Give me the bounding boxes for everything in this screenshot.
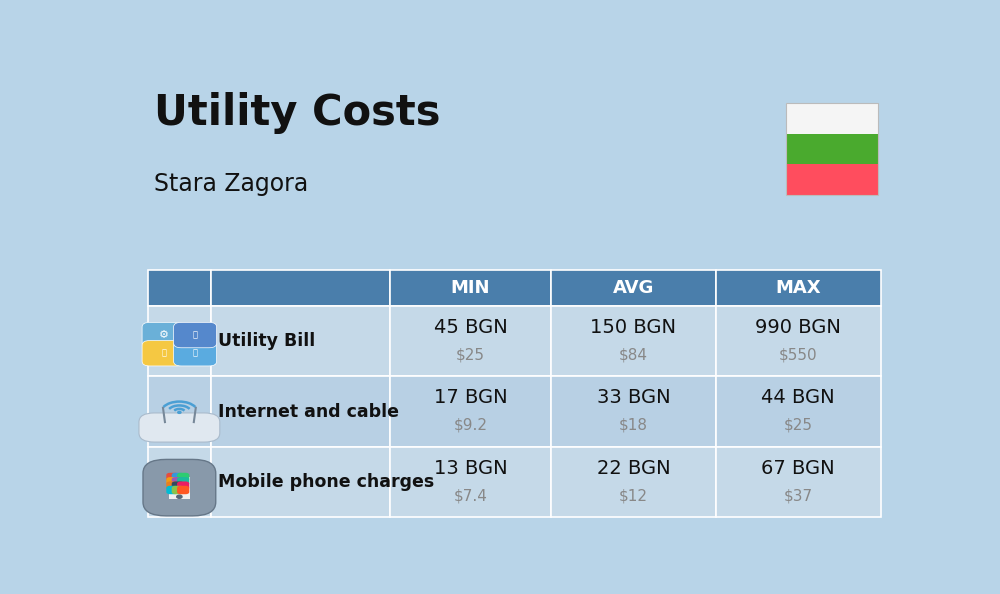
Bar bbox=[148, 447, 211, 517]
Text: ⚙: ⚙ bbox=[159, 330, 169, 340]
Text: 150 BGN: 150 BGN bbox=[590, 318, 676, 337]
Bar bbox=[211, 377, 390, 447]
Bar bbox=[148, 306, 211, 377]
Bar bbox=[551, 447, 716, 517]
Text: $9.2: $9.2 bbox=[453, 418, 487, 433]
Bar bbox=[390, 306, 551, 377]
Text: $84: $84 bbox=[619, 347, 648, 362]
Bar bbox=[551, 377, 716, 447]
FancyBboxPatch shape bbox=[139, 413, 220, 442]
Text: 📱: 📱 bbox=[193, 330, 198, 340]
Text: Mobile phone charges: Mobile phone charges bbox=[218, 473, 435, 491]
Bar bbox=[786, 103, 878, 195]
Bar bbox=[390, 377, 551, 447]
Text: MAX: MAX bbox=[775, 279, 821, 297]
Text: 67 BGN: 67 BGN bbox=[761, 459, 835, 478]
Bar bbox=[390, 447, 551, 517]
Bar bbox=[716, 270, 881, 306]
FancyBboxPatch shape bbox=[174, 323, 217, 347]
FancyBboxPatch shape bbox=[174, 340, 217, 366]
Circle shape bbox=[177, 495, 182, 498]
Text: Utility Bill: Utility Bill bbox=[218, 332, 316, 350]
Text: $7.4: $7.4 bbox=[454, 488, 487, 503]
Bar bbox=[716, 447, 881, 517]
FancyBboxPatch shape bbox=[172, 477, 184, 485]
Bar bbox=[148, 270, 211, 306]
Text: 🔌: 🔌 bbox=[161, 349, 166, 358]
Text: $25: $25 bbox=[456, 347, 485, 362]
Text: 44 BGN: 44 BGN bbox=[761, 388, 835, 407]
Text: $550: $550 bbox=[779, 347, 818, 362]
FancyBboxPatch shape bbox=[172, 473, 184, 481]
Text: 13 BGN: 13 BGN bbox=[434, 459, 507, 478]
Text: 45 BGN: 45 BGN bbox=[434, 318, 507, 337]
FancyBboxPatch shape bbox=[143, 459, 216, 516]
FancyBboxPatch shape bbox=[177, 482, 189, 490]
Text: MIN: MIN bbox=[451, 279, 490, 297]
Bar bbox=[551, 270, 716, 306]
Text: $25: $25 bbox=[784, 418, 813, 433]
Text: 22 BGN: 22 BGN bbox=[597, 459, 670, 478]
Text: Stara Zagora: Stara Zagora bbox=[154, 172, 309, 196]
FancyBboxPatch shape bbox=[177, 473, 189, 481]
Text: 17 BGN: 17 BGN bbox=[434, 388, 507, 407]
Text: Utility Costs: Utility Costs bbox=[154, 92, 441, 134]
Circle shape bbox=[178, 412, 181, 413]
Text: $18: $18 bbox=[619, 418, 648, 433]
Text: 990 BGN: 990 BGN bbox=[755, 318, 841, 337]
Bar bbox=[786, 103, 878, 134]
Text: Internet and cable: Internet and cable bbox=[218, 403, 399, 421]
FancyBboxPatch shape bbox=[172, 486, 184, 494]
Bar bbox=[716, 306, 881, 377]
FancyBboxPatch shape bbox=[166, 486, 179, 494]
Bar bbox=[148, 377, 211, 447]
FancyBboxPatch shape bbox=[166, 473, 179, 481]
Bar bbox=[390, 270, 551, 306]
Bar bbox=[786, 134, 878, 165]
Text: $12: $12 bbox=[619, 488, 648, 503]
Bar bbox=[786, 165, 878, 195]
FancyBboxPatch shape bbox=[169, 476, 190, 499]
FancyBboxPatch shape bbox=[166, 482, 179, 490]
Text: AVG: AVG bbox=[613, 279, 654, 297]
Bar bbox=[211, 306, 390, 377]
Bar bbox=[211, 447, 390, 517]
FancyBboxPatch shape bbox=[142, 340, 185, 366]
Text: $37: $37 bbox=[784, 488, 813, 503]
FancyBboxPatch shape bbox=[172, 482, 184, 490]
Bar bbox=[211, 270, 390, 306]
FancyBboxPatch shape bbox=[142, 323, 185, 347]
FancyBboxPatch shape bbox=[166, 477, 179, 485]
Bar bbox=[716, 377, 881, 447]
Text: 33 BGN: 33 BGN bbox=[597, 388, 670, 407]
FancyBboxPatch shape bbox=[177, 477, 189, 485]
Text: 💧: 💧 bbox=[193, 349, 198, 358]
Bar bbox=[551, 306, 716, 377]
FancyBboxPatch shape bbox=[177, 486, 189, 494]
